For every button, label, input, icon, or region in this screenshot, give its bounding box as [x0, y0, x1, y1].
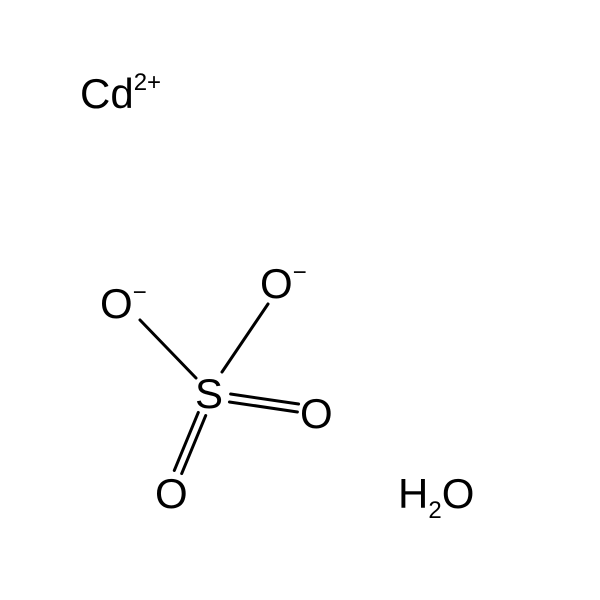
bond-s-o_ul: [140, 320, 196, 378]
bonds-svg: [0, 0, 600, 600]
bond-s-o_ur: [222, 304, 268, 372]
